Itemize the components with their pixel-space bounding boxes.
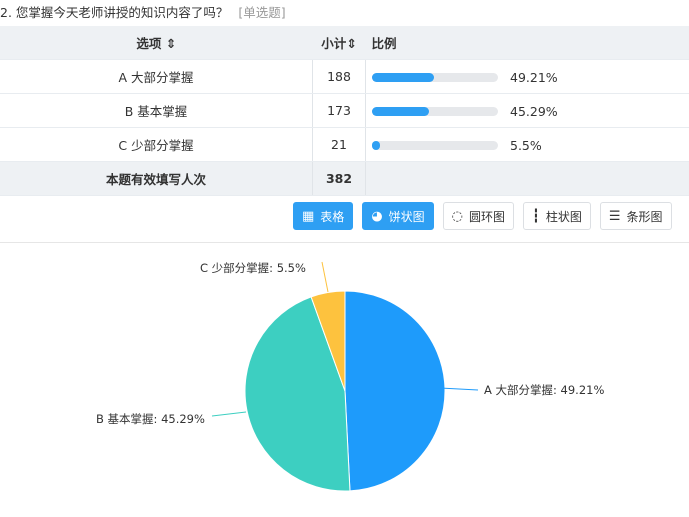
header-option[interactable]: 选项 ⇕ (0, 26, 313, 60)
header-ratio: 比例 (365, 26, 689, 60)
slice-label-a: A 大部分掌握: 49.21% (484, 383, 604, 397)
total-count: 382 (312, 161, 366, 196)
donut-button[interactable]: ◌ 圆环图 (442, 202, 515, 230)
horizontal-bar-icon: ☰ (608, 208, 621, 224)
question-title: 2. 您掌握今天老师讲授的知识内容了吗？ [单选题] (0, 2, 286, 21)
pie-slice-b[interactable] (244, 296, 351, 492)
button-label: 条形图 (626, 209, 663, 224)
pie-button[interactable]: ◕ 饼状图 (362, 202, 434, 230)
divider (0, 242, 689, 243)
horizontal-bar-button[interactable]: ☰ 条形图 (599, 202, 672, 230)
button-label: 圆环图 (469, 209, 506, 224)
percent: 49.21% (510, 69, 558, 85)
total-label: 本题有效填写人次 (0, 161, 313, 196)
pie-slice-a[interactable] (344, 290, 446, 492)
button-label: 饼状图 (388, 209, 425, 224)
table-row: A 大部分掌握 188 49.21% (0, 59, 689, 94)
pie-icon: ◕ (371, 208, 383, 224)
table-button[interactable]: ▦ 表格 (293, 202, 354, 230)
results-table: 选项 ⇕ 小计⇕ 比例 A 大部分掌握 188 49.21% B 基本掌握 173 45.2… (0, 26, 689, 196)
question-type: [单选题] (238, 5, 286, 20)
button-label: 表格 (320, 209, 345, 224)
button-label: 柱状图 (545, 209, 582, 224)
option-label: B 基本掌握 (0, 93, 313, 128)
pie-slice-c[interactable] (310, 290, 346, 392)
slice-label-b: B 基本掌握: 45.29% (96, 412, 205, 426)
progress-bar (372, 140, 498, 150)
option-label: C 少部分掌握 (0, 127, 313, 162)
progress-bar (372, 106, 498, 116)
count: 188 (312, 59, 366, 94)
table-icon: ▦ (302, 208, 315, 224)
count: 173 (312, 93, 366, 128)
table-row: C 少部分掌握 21 5.5% (0, 127, 689, 162)
chart-type-buttons: ▦ 表格 ◕ 饼状图 ◌ 圆环图 ┇ 柱状图 ☰ 条形图 (293, 202, 672, 230)
table-row: B 基本掌握 173 45.29% (0, 93, 689, 128)
total-row: 本题有效填写人次 382 (0, 161, 689, 196)
header-count[interactable]: 小计⇕ (312, 26, 366, 60)
slice-label-c: C 少部分掌握: 5.5% (200, 261, 306, 275)
bar-chart-button[interactable]: ┇ 柱状图 (523, 202, 591, 230)
question-text: 2. 您掌握今天老师讲授的知识内容了吗？ (0, 5, 229, 20)
option-label: A 大部分掌握 (0, 59, 313, 94)
percent: 5.5% (510, 137, 542, 153)
bar-chart-icon: ┇ (532, 208, 540, 224)
percent: 45.29% (510, 103, 558, 119)
progress-bar (372, 72, 498, 82)
donut-icon: ◌ (451, 208, 464, 224)
count: 21 (312, 127, 366, 162)
